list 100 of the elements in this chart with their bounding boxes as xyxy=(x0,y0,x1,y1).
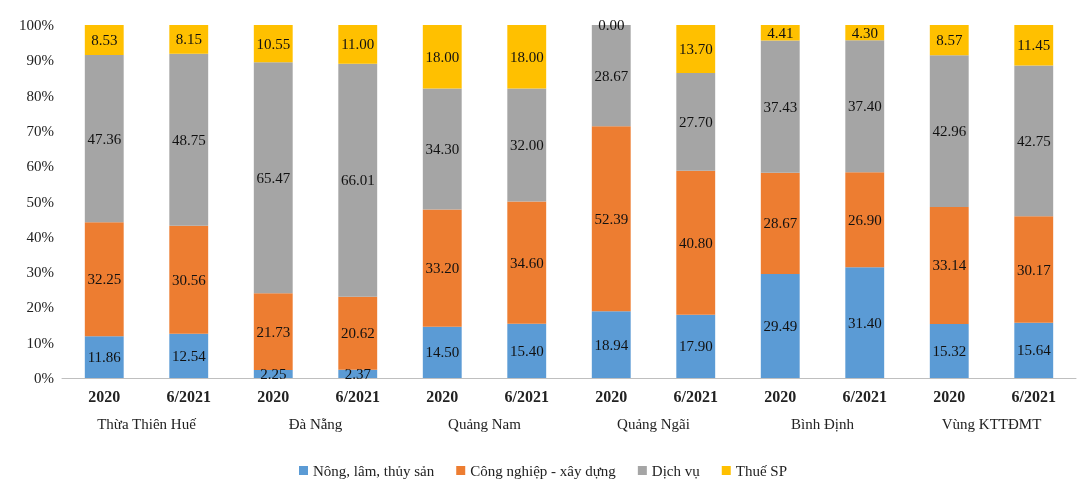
data-label: 11.00 xyxy=(341,36,375,53)
bar xyxy=(84,55,124,223)
data-label: 37.40 xyxy=(847,98,882,115)
x-tick-label: 6/2021 xyxy=(673,387,718,405)
data-label: 18.94 xyxy=(594,336,629,353)
data-label: 15.40 xyxy=(509,342,544,359)
x-tick-label: 2020 xyxy=(426,387,459,405)
data-label: 14.50 xyxy=(425,344,460,361)
bar xyxy=(676,73,716,171)
data-label: 8.53 xyxy=(91,32,118,49)
data-label: 42.96 xyxy=(932,123,967,140)
bar xyxy=(253,62,293,294)
y-tick-label: 0% xyxy=(34,370,54,386)
bar xyxy=(507,201,547,324)
data-label: 8.15 xyxy=(175,31,202,48)
y-tick-label: 30% xyxy=(26,264,54,281)
bar xyxy=(591,311,631,378)
data-label: 15.32 xyxy=(932,342,967,359)
bar xyxy=(760,172,800,274)
data-label: 30.56 xyxy=(171,271,207,288)
data-label: 11.45 xyxy=(1017,37,1051,54)
bar xyxy=(84,222,124,337)
bar xyxy=(169,25,209,54)
data-label: 20.62 xyxy=(340,325,375,342)
data-label: 4.30 xyxy=(851,24,878,41)
bar xyxy=(845,172,885,268)
x-tick-label: 2020 xyxy=(257,387,290,405)
bar xyxy=(760,273,800,378)
bar xyxy=(169,53,209,226)
text: Đà Nẵng xyxy=(288,415,343,432)
bar xyxy=(338,296,378,370)
data-label: 42.75 xyxy=(1016,132,1051,149)
data-label: 4.41 xyxy=(767,24,794,41)
bar xyxy=(169,225,209,334)
bar xyxy=(1014,25,1054,66)
bar xyxy=(253,293,293,371)
data-label: 33.20 xyxy=(425,260,460,277)
y-tick-label: 20% xyxy=(26,299,54,316)
data-label: 65.47 xyxy=(256,169,291,186)
x-tick-label: 2020 xyxy=(88,387,121,405)
bar xyxy=(845,40,885,173)
bar xyxy=(845,267,885,378)
data-label: 32.00 xyxy=(509,137,544,154)
bar xyxy=(422,209,462,327)
data-label: 33.14 xyxy=(932,257,967,274)
text: Quảng Ngãi xyxy=(617,415,690,432)
x-tick-label: 2020 xyxy=(933,387,966,405)
data-label: 31.40 xyxy=(847,314,882,331)
bar xyxy=(422,25,462,89)
bar xyxy=(507,25,547,89)
bar xyxy=(591,126,631,312)
legend-label: Dịch vụ xyxy=(651,462,701,479)
bar xyxy=(676,25,716,74)
data-label: 32.25 xyxy=(87,271,122,288)
bar xyxy=(507,323,547,378)
data-label: 47.36 xyxy=(87,130,122,147)
text: Quảng Nam xyxy=(448,415,522,432)
data-label: 12.54 xyxy=(171,347,207,364)
y-tick-label: 50% xyxy=(26,193,54,210)
text: Thừa Thiên Huế xyxy=(97,415,197,432)
data-label: 2.37 xyxy=(344,365,372,382)
data-label: 15.64 xyxy=(1016,342,1052,359)
bar xyxy=(676,170,716,315)
data-label: 21.73 xyxy=(256,323,291,340)
data-label: 34.60 xyxy=(509,254,544,271)
bar xyxy=(338,63,378,297)
x-tick-label: 6/2021 xyxy=(166,387,211,405)
text: Bình Định xyxy=(791,415,855,432)
y-tick-label: 100% xyxy=(19,17,54,33)
data-label: 27.70 xyxy=(678,113,713,130)
legend-label: Thuế SP xyxy=(735,462,788,479)
data-label: 18.00 xyxy=(509,48,544,65)
y-tick-label: 80% xyxy=(26,87,54,104)
bar xyxy=(338,25,378,64)
bar xyxy=(1014,322,1054,378)
bar xyxy=(929,323,969,378)
x-tick-label: 2020 xyxy=(764,387,797,405)
data-label: 8.57 xyxy=(936,32,963,49)
text: Vùng KTTĐMT xyxy=(941,415,1042,432)
data-label: 48.75 xyxy=(171,131,206,148)
data-label: 52.39 xyxy=(594,210,629,227)
y-tick-label: 70% xyxy=(26,122,54,139)
data-label: 11.86 xyxy=(87,349,122,366)
data-label: 28.67 xyxy=(763,215,798,232)
bar xyxy=(760,40,800,173)
data-label: 34.30 xyxy=(425,141,460,158)
data-label: 2.25 xyxy=(260,366,287,383)
data-label: 26.90 xyxy=(847,211,882,228)
data-label: 40.80 xyxy=(678,234,713,251)
data-label: 18.00 xyxy=(425,48,460,65)
bar xyxy=(929,206,969,324)
x-tick-label: 2020 xyxy=(595,387,628,405)
data-label: 28.67 xyxy=(594,67,629,84)
data-label: 13.70 xyxy=(678,41,713,57)
x-tick-label: 6/2021 xyxy=(1011,387,1056,405)
y-tick-label: 60% xyxy=(26,158,54,175)
x-tick-label: 6/2021 xyxy=(504,387,549,405)
data-label: 30.17 xyxy=(1016,261,1052,278)
bar xyxy=(169,333,209,378)
bar xyxy=(1014,65,1054,217)
